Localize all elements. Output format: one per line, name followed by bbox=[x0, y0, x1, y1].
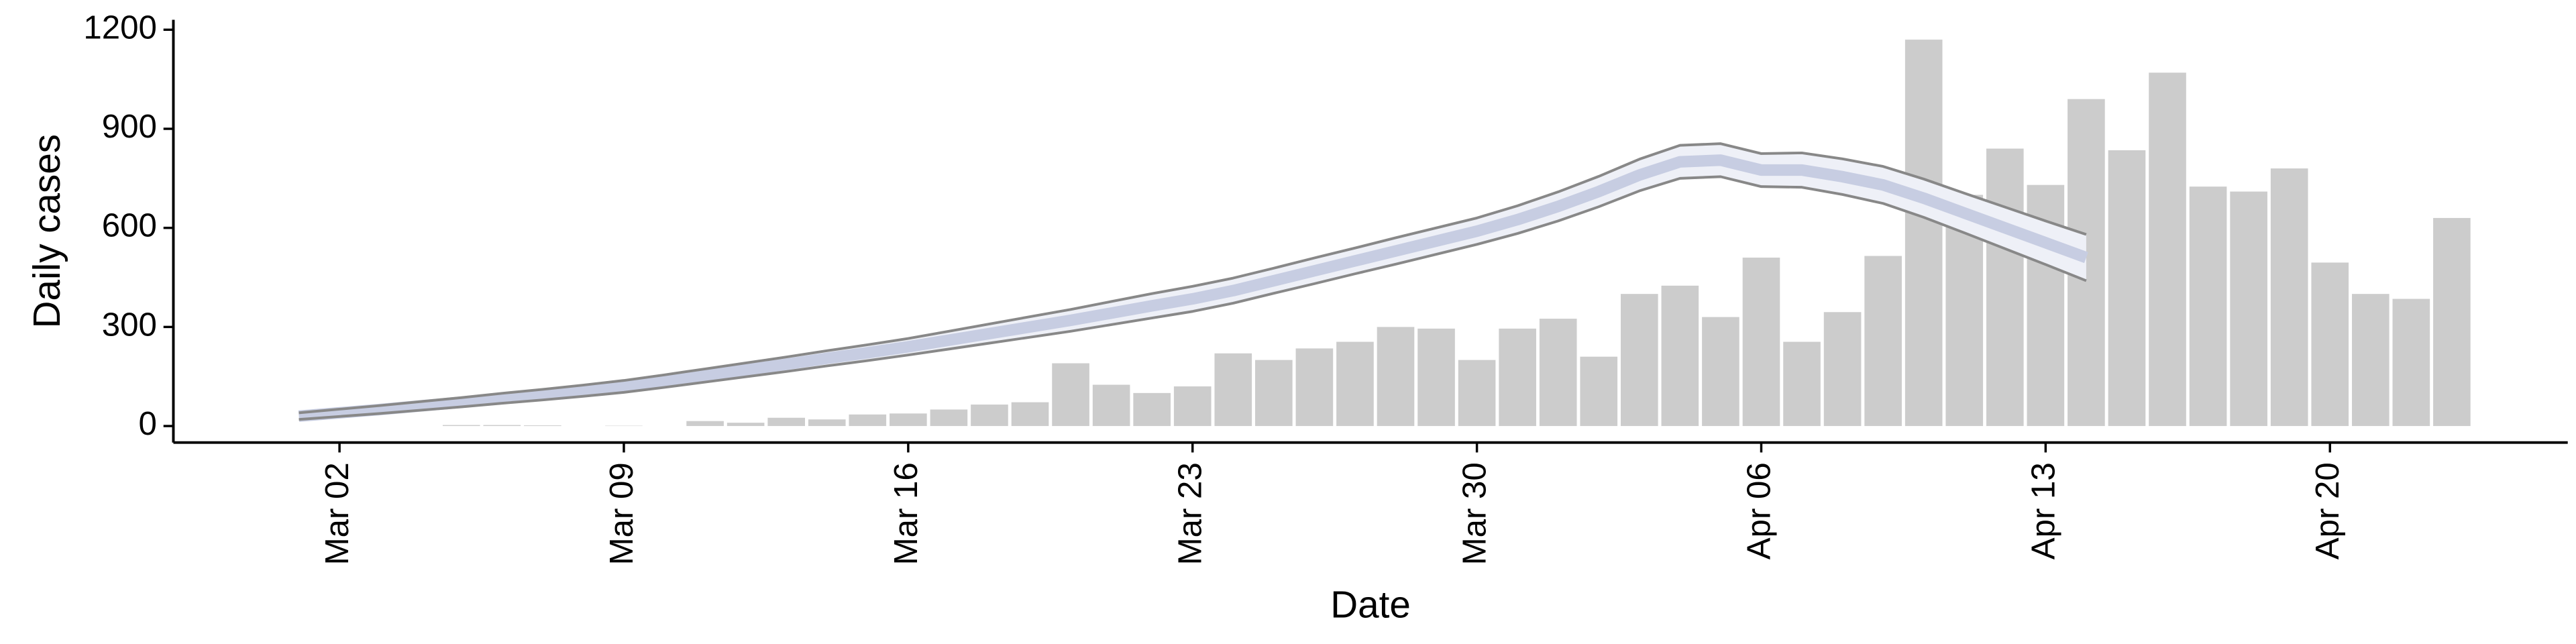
bar bbox=[1986, 148, 2024, 427]
y-tick-label: 1200 bbox=[83, 9, 157, 46]
x-tick-label: Apr 13 bbox=[2025, 462, 2061, 559]
bar bbox=[1823, 312, 1862, 427]
bar bbox=[1458, 360, 1496, 427]
y-tick-label: 0 bbox=[138, 405, 156, 442]
x-tick-label: Mar 09 bbox=[603, 462, 640, 565]
bar bbox=[524, 425, 561, 427]
x-tick-label: Mar 30 bbox=[1456, 462, 1493, 565]
interval-line bbox=[299, 142, 2087, 415]
interval-line bbox=[299, 175, 2087, 421]
bar bbox=[1214, 353, 1252, 427]
bar bbox=[2108, 150, 2146, 427]
x-tick-label: Apr 06 bbox=[1740, 462, 1777, 559]
x-tick-label: Mar 02 bbox=[319, 462, 356, 565]
bar bbox=[1092, 384, 1130, 427]
bar bbox=[2433, 217, 2471, 427]
bar bbox=[727, 423, 765, 427]
bar bbox=[1336, 341, 1374, 427]
bar bbox=[2351, 294, 2390, 427]
bar bbox=[767, 417, 805, 427]
bar bbox=[1295, 348, 1334, 427]
y-tick-label: 600 bbox=[102, 207, 157, 244]
bar bbox=[1255, 360, 1293, 427]
bar bbox=[1621, 294, 1658, 427]
bar bbox=[2311, 262, 2349, 427]
bar bbox=[1580, 356, 1618, 427]
bar bbox=[2392, 299, 2430, 427]
bar bbox=[971, 405, 1008, 427]
bar bbox=[1417, 328, 1455, 427]
x-tick-label: Apr 20 bbox=[2309, 462, 2346, 559]
bar bbox=[686, 421, 724, 427]
bar bbox=[483, 425, 521, 427]
y-axis-label: Daily cases bbox=[25, 134, 68, 328]
bar bbox=[1702, 317, 1739, 427]
bar bbox=[1173, 386, 1212, 427]
bar bbox=[1499, 328, 1536, 427]
bar bbox=[1742, 258, 1780, 427]
bar bbox=[1661, 285, 1699, 427]
x-axis-label: Date bbox=[1330, 584, 1411, 626]
bar bbox=[1539, 319, 1577, 427]
bar bbox=[1864, 256, 1902, 427]
y-tick-label: 900 bbox=[102, 108, 157, 145]
bar bbox=[1904, 40, 1943, 427]
x-tick-label: Mar 16 bbox=[888, 462, 924, 565]
bar bbox=[808, 419, 846, 427]
bar bbox=[1783, 341, 1821, 427]
median-line bbox=[298, 154, 2088, 422]
bar bbox=[2189, 186, 2227, 427]
bar bbox=[1011, 402, 1049, 427]
bar bbox=[849, 414, 887, 427]
bar bbox=[890, 413, 927, 427]
bar bbox=[1377, 327, 1415, 427]
bar bbox=[442, 425, 480, 427]
bar bbox=[2230, 191, 2267, 427]
bar bbox=[1133, 392, 1171, 427]
x-tick-label: Mar 23 bbox=[1172, 462, 1209, 565]
bar bbox=[2270, 168, 2308, 427]
bar bbox=[1052, 363, 1089, 427]
bar bbox=[930, 409, 968, 427]
y-tick-label: 300 bbox=[102, 306, 157, 343]
bar bbox=[2149, 72, 2186, 427]
